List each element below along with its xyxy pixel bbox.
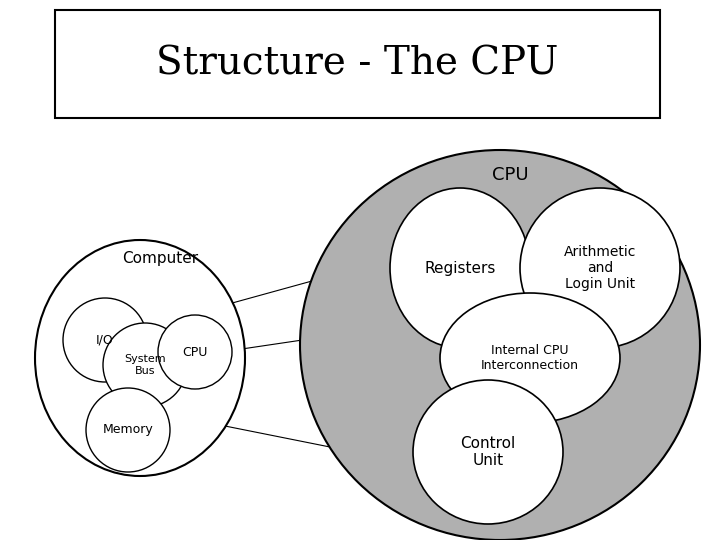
Text: CPU: CPU (182, 346, 207, 359)
Ellipse shape (300, 150, 700, 540)
Text: Control
Unit: Control Unit (460, 436, 516, 468)
Text: Internal CPU
Interconnection: Internal CPU Interconnection (481, 344, 579, 372)
Circle shape (63, 298, 147, 382)
Text: Structure - The CPU: Structure - The CPU (156, 45, 559, 83)
Text: Registers: Registers (424, 260, 495, 275)
Ellipse shape (413, 380, 563, 524)
Text: Computer: Computer (122, 251, 198, 266)
Ellipse shape (35, 240, 245, 476)
Text: I/O: I/O (96, 334, 114, 347)
Ellipse shape (520, 188, 680, 348)
Bar (55, 10, 660, 118)
Text: Memory: Memory (103, 423, 153, 436)
Text: CPU: CPU (492, 166, 528, 184)
Ellipse shape (440, 293, 620, 423)
Circle shape (86, 388, 170, 472)
Circle shape (103, 323, 187, 407)
Text: Arithmetic
and
Login Unit: Arithmetic and Login Unit (564, 245, 636, 291)
Ellipse shape (390, 188, 530, 348)
Text: System
Bus: System Bus (124, 354, 166, 376)
Circle shape (158, 315, 232, 389)
